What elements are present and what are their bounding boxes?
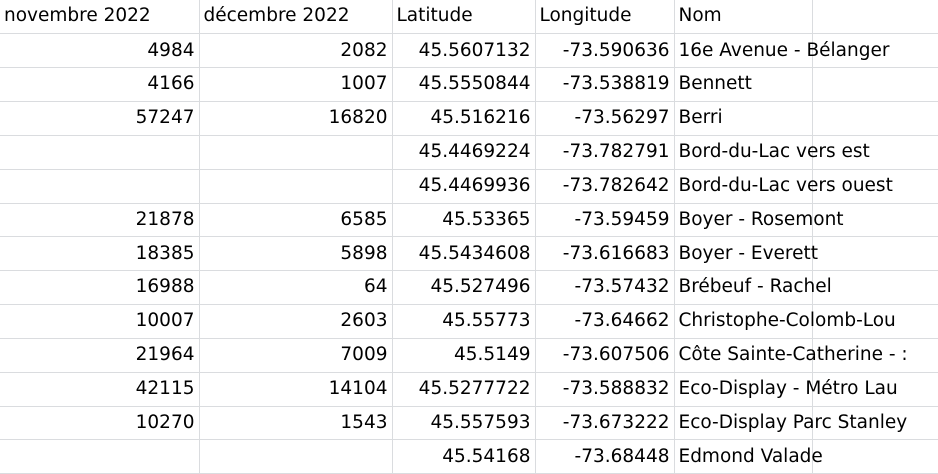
table-row: 10007 2603 45.55773 -73.64662 Christophe-Col…: [0, 304, 938, 339]
table-row: 45.54168 -73.68448 Edmond Valade: [0, 439, 938, 474]
header-row: novembre 2022 décembre 2022 Latitude Longit…: [0, 0, 938, 35]
cell-decembre-2022[interactable]: [199, 439, 393, 474]
cell-longitude[interactable]: -73.64662: [535, 304, 675, 339]
header-cell-longitude[interactable]: Longitude: [535, 0, 675, 35]
cell-longitude[interactable]: -73.57432: [535, 270, 675, 306]
cell-nom[interactable]: Bennett: [674, 67, 813, 103]
header-cell-decembre-2022[interactable]: décembre 2022: [199, 0, 393, 35]
cell-latitude[interactable]: 45.527496: [392, 270, 536, 306]
cell-decembre-2022[interactable]: 5898: [199, 236, 393, 272]
cell-longitude[interactable]: -73.68448: [535, 439, 675, 474]
cell-extra[interactable]: [812, 236, 938, 272]
table-row: 4984 2082 45.5607132 -73.590636 16e Avenue -…: [0, 33, 938, 69]
cell-latitude[interactable]: 45.55773: [392, 304, 536, 339]
cell-latitude[interactable]: 45.5277722: [392, 372, 536, 407]
table-row: 18385 5898 45.5434608 -73.616683 Boyer - Eve…: [0, 236, 938, 272]
cell-nom[interactable]: Berri: [674, 101, 813, 136]
header-cell-nom[interactable]: Nom: [674, 0, 813, 35]
cell-longitude[interactable]: -73.538819: [535, 67, 675, 103]
cell-novembre-2022[interactable]: 10007: [0, 304, 200, 339]
cell-longitude[interactable]: -73.588832: [535, 372, 675, 407]
cell-decembre-2022[interactable]: [199, 135, 393, 170]
table-row: 57247 16820 45.516216 -73.56297 Berri: [0, 101, 938, 136]
cell-novembre-2022[interactable]: 4166: [0, 67, 200, 103]
cell-longitude[interactable]: -73.59459: [535, 203, 675, 238]
cell-extra[interactable]: [812, 135, 938, 170]
table-row: 45.4469936 -73.782642 Bord-du-Lac vers oue…: [0, 169, 938, 204]
cell-latitude[interactable]: 45.4469936: [392, 169, 536, 204]
cell-decembre-2022[interactable]: 7009: [199, 338, 393, 373]
cell-decembre-2022[interactable]: 16820: [199, 101, 393, 136]
cell-longitude[interactable]: -73.782642: [535, 169, 675, 204]
table-row: 16988 64 45.527496 -73.57432 Brébeuf - Rache…: [0, 270, 938, 306]
cell-latitude[interactable]: 45.53365: [392, 203, 536, 238]
cell-nom[interactable]: Côte Sainte-Catherine - :: [674, 338, 908, 373]
cell-novembre-2022[interactable]: 57247: [0, 101, 200, 136]
table-row: 10270 1543 45.557593 -73.673222 Eco-Display …: [0, 406, 938, 441]
cell-extra[interactable]: [812, 338, 938, 373]
table-row: 21964 7009 45.5149 -73.607506 Côte Sainte-Ca…: [0, 338, 938, 373]
cell-nom[interactable]: 16e Avenue - Bélanger: [674, 33, 889, 69]
cell-decembre-2022[interactable]: 64: [199, 270, 393, 306]
cell-novembre-2022[interactable]: 21964: [0, 338, 200, 373]
cell-novembre-2022[interactable]: 42115: [0, 372, 200, 407]
cell-latitude[interactable]: 45.557593: [392, 406, 536, 441]
cell-decembre-2022[interactable]: 6585: [199, 203, 393, 238]
cell-extra[interactable]: [812, 169, 938, 204]
cell-extra[interactable]: [812, 67, 938, 103]
header-cell-novembre-2022[interactable]: novembre 2022: [0, 0, 200, 35]
table-row: 42115 14104 45.5277722 -73.588832 Eco-Displa…: [0, 372, 938, 407]
cell-decembre-2022[interactable]: 14104: [199, 372, 393, 407]
cell-latitude[interactable]: 45.4469224: [392, 135, 536, 170]
cell-nom[interactable]: Bord-du-Lac vers ouest: [674, 169, 893, 204]
cell-extra[interactable]: [812, 372, 938, 407]
cell-novembre-2022[interactable]: 21878: [0, 203, 200, 238]
cell-decembre-2022[interactable]: 2603: [199, 304, 393, 339]
cell-nom[interactable]: Boyer - Everett: [674, 236, 818, 272]
header-cell-extra[interactable]: [812, 0, 938, 35]
cell-longitude[interactable]: -73.616683: [535, 236, 675, 272]
header-cell-latitude[interactable]: Latitude: [392, 0, 536, 35]
cell-latitude[interactable]: 45.5550844: [392, 67, 536, 103]
cell-decembre-2022[interactable]: [199, 169, 393, 204]
cell-nom[interactable]: Edmond Valade: [674, 439, 823, 474]
cell-latitude[interactable]: 45.5607132: [392, 33, 536, 69]
cell-nom[interactable]: Bord-du-Lac vers est: [674, 135, 870, 170]
table-row: 45.4469224 -73.782791 Bord-du-Lac vers est: [0, 135, 938, 170]
cell-longitude[interactable]: -73.590636: [535, 33, 675, 69]
cell-longitude[interactable]: -73.673222: [535, 406, 675, 441]
cell-novembre-2022[interactable]: 4984: [0, 33, 200, 69]
cell-extra[interactable]: [812, 270, 938, 306]
table-row: 4166 1007 45.5550844 -73.538819 Bennett: [0, 67, 938, 103]
cell-longitude[interactable]: -73.782791: [535, 135, 675, 170]
cell-latitude[interactable]: 45.5434608: [392, 236, 536, 272]
cell-latitude[interactable]: 45.516216: [392, 101, 536, 136]
cell-novembre-2022[interactable]: [0, 169, 200, 204]
cell-nom[interactable]: Eco-Display Parc Stanley: [674, 406, 907, 441]
cell-extra[interactable]: [812, 33, 938, 69]
cell-latitude[interactable]: 45.5149: [392, 338, 536, 373]
cell-novembre-2022[interactable]: 16988: [0, 270, 200, 306]
cell-decembre-2022[interactable]: 2082: [199, 33, 393, 69]
cell-latitude[interactable]: 45.54168: [392, 439, 536, 474]
cell-nom[interactable]: Christophe-Colomb-Lou: [674, 304, 896, 339]
table-row: 21878 6585 45.53365 -73.59459 Boyer - Rosemo…: [0, 203, 938, 238]
cell-longitude[interactable]: -73.607506: [535, 338, 675, 373]
cell-extra[interactable]: [812, 439, 938, 474]
cell-nom[interactable]: Boyer - Rosemont: [674, 203, 844, 238]
cell-longitude[interactable]: -73.56297: [535, 101, 675, 136]
cell-novembre-2022[interactable]: 18385: [0, 236, 200, 272]
cell-nom[interactable]: Brébeuf - Rachel: [674, 270, 832, 306]
cell-novembre-2022[interactable]: 10270: [0, 406, 200, 441]
cell-decembre-2022[interactable]: 1007: [199, 67, 393, 103]
cell-novembre-2022[interactable]: [0, 439, 200, 474]
cell-extra[interactable]: [812, 101, 938, 136]
cell-decembre-2022[interactable]: 1543: [199, 406, 393, 441]
cell-extra[interactable]: [812, 304, 938, 339]
cell-nom[interactable]: Eco-Display - Métro Lau: [674, 372, 898, 407]
cell-novembre-2022[interactable]: [0, 135, 200, 170]
